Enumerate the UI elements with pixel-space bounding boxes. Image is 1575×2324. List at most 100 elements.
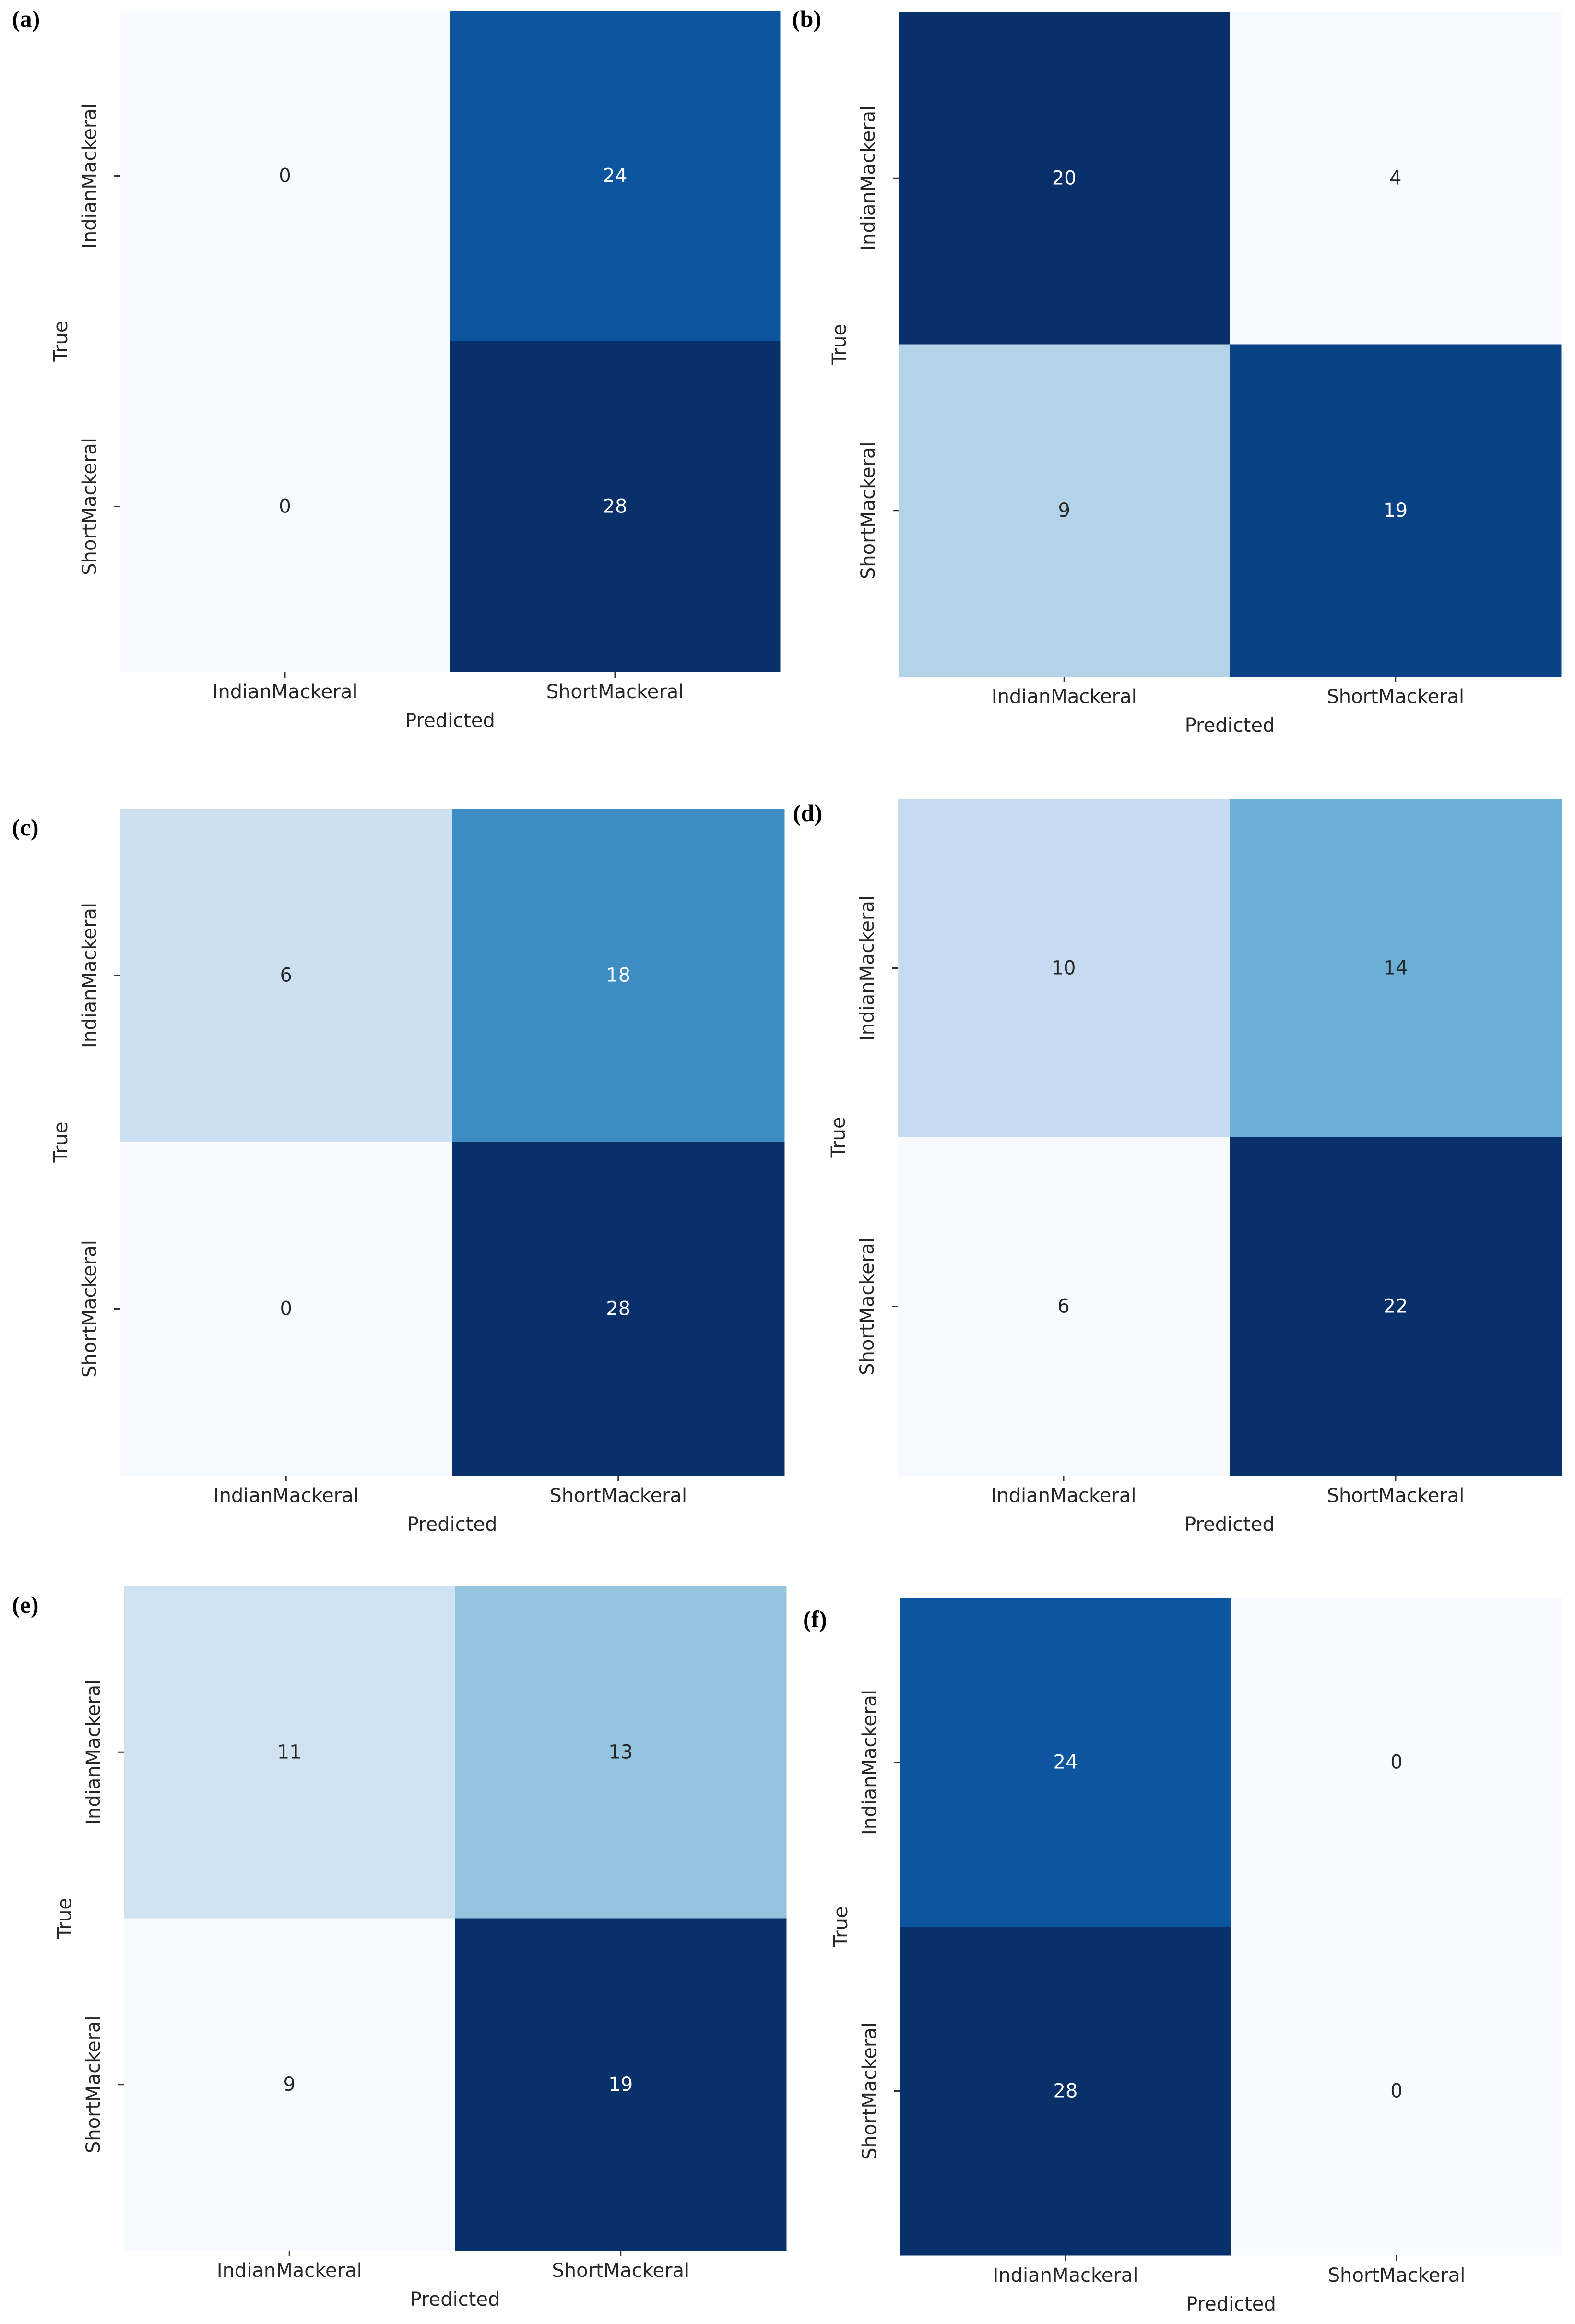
heatmap-cell-r1-c0 xyxy=(124,1918,455,2251)
heatmap-cell-r0-c1 xyxy=(450,11,781,342)
cell-value-r0-c0: 24 xyxy=(1054,1752,1078,1774)
panel-label: (e) xyxy=(12,1591,39,1618)
heatmap-cell-r1-c0 xyxy=(898,1137,1230,1476)
cell-value-r0-c1: 18 xyxy=(606,965,630,987)
y-tick-label: IndianMackeral xyxy=(859,1690,881,1835)
heatmap-cell-r0-c0 xyxy=(120,809,452,1143)
cell-value-r1-c0: 9 xyxy=(284,2074,296,2096)
cell-value-r1-c1: 19 xyxy=(1383,500,1408,522)
heatmap-cell-r1-c1 xyxy=(455,1918,787,2251)
cell-value-r1-c1: 19 xyxy=(608,2074,633,2096)
heatmap-cell-r0-c0 xyxy=(899,12,1230,345)
heatmap-svg: 24 0 28 0 IndianMackeral ShortMackeral Predict… xyxy=(830,1598,1563,2315)
y-tick-label: ShortMackeral xyxy=(859,2022,881,2160)
cell-value-r1-c0: 0 xyxy=(279,496,291,518)
y-tick-label: ShortMackeral xyxy=(857,441,879,579)
y-axis-label: True xyxy=(828,1117,850,1158)
panel-label: (d) xyxy=(793,799,823,826)
x-tick-label: ShortMackeral xyxy=(552,2260,689,2282)
heatmap-cell-r1-c1 xyxy=(452,1142,785,1476)
y-tick-label: ShortMackeral xyxy=(79,1240,101,1378)
cell-value-r1-c1: 28 xyxy=(606,1298,630,1320)
y-tick-label: ShortMackeral xyxy=(83,2015,105,2153)
y-axis-label: True xyxy=(830,1907,852,1948)
x-axis-label: Predicted xyxy=(1185,715,1275,737)
x-tick-label: ShortMackeral xyxy=(546,681,684,703)
heatmap-cell-r1-c0 xyxy=(120,341,450,672)
x-tick-label: IndianMackeral xyxy=(213,681,358,703)
cell-value-r0-c0: 10 xyxy=(1052,957,1076,979)
x-tick-label: ShortMackeral xyxy=(1327,1485,1465,1507)
y-tick-label: IndianMackeral xyxy=(857,106,879,251)
y-axis-label: True xyxy=(50,1122,72,1163)
y-tick-label: IndianMackeral xyxy=(856,895,878,1041)
cell-value-r0-c0: 0 xyxy=(279,165,291,187)
heatmap-svg: 10 14 6 22 IndianMackeral ShortMackeral Predic… xyxy=(828,799,1562,1536)
heatmap-cell-r1-c0 xyxy=(900,1927,1232,2256)
heatmap-cell-r0-c1 xyxy=(1230,12,1562,345)
heatmap-cell-r1-c0 xyxy=(899,344,1230,677)
heatmap-svg: 0 24 0 28 IndianMackeral ShortMackeral Predict… xyxy=(50,11,781,732)
cell-value-r1-c0: 9 xyxy=(1058,500,1070,522)
heatmap-cell-r0-c1 xyxy=(452,809,785,1143)
x-tick-label: IndianMackeral xyxy=(993,2264,1138,2287)
y-axis-label: True xyxy=(54,1898,76,1939)
panel-label: (f) xyxy=(803,1606,827,1633)
heatmap-cell-r0-c0 xyxy=(124,1586,455,1919)
cell-value-r0-c1: 14 xyxy=(1384,957,1408,979)
cell-value-r0-c0: 20 xyxy=(1052,167,1077,189)
cell-value-r0-c0: 6 xyxy=(280,965,292,987)
cell-value-r1-c0: 28 xyxy=(1054,2080,1078,2102)
cell-value-r1-c1: 28 xyxy=(603,496,628,518)
cell-value-r0-c1: 13 xyxy=(608,1741,633,1763)
y-tick-label: IndianMackeral xyxy=(83,1680,105,1825)
confusion-matrix-panel-f: (f) 24 0 28 0 IndianMackeral ShortMackeral Pre… xyxy=(787,1569,1575,2324)
y-tick-label: ShortMackeral xyxy=(79,438,101,575)
y-tick-label: IndianMackeral xyxy=(79,103,101,249)
heatmap-cell-r1-c1 xyxy=(1230,1137,1562,1476)
panel-label: (a) xyxy=(12,5,40,32)
y-axis-label: True xyxy=(50,321,72,362)
heatmap-cell-r1-c1 xyxy=(450,341,781,672)
x-axis-label: Predicted xyxy=(405,710,495,732)
confusion-matrix-panel-c: (c) 6 18 0 28 IndianMackeral ShortMackeral Pre… xyxy=(0,787,787,1550)
x-tick-label: IndianMackeral xyxy=(213,1485,359,1507)
x-tick-label: IndianMackeral xyxy=(991,1485,1137,1507)
y-axis-label: True xyxy=(829,324,851,365)
heatmap-svg: 11 13 9 19 IndianMackeral ShortMackeral Predic… xyxy=(54,1586,787,2311)
heatmap-cell-r0-c1 xyxy=(455,1586,787,1919)
x-tick-label: ShortMackeral xyxy=(1326,686,1464,708)
cell-value-r0-c0: 11 xyxy=(277,1741,302,1763)
y-tick-label: ShortMackeral xyxy=(856,1238,878,1375)
heatmap-svg: 6 18 0 28 IndianMackeral ShortMackeral Predict… xyxy=(50,809,785,1536)
confusion-matrix-panel-d: (d) 10 14 6 22 IndianMackeral ShortMackeral Pr… xyxy=(787,787,1575,1550)
panel-label: (c) xyxy=(12,814,39,841)
panel-label: (b) xyxy=(792,5,822,32)
x-axis-label: Predicted xyxy=(410,2288,500,2311)
heatmap-cell-r1-c1 xyxy=(1230,344,1562,677)
heatmap-cell-r0-c0 xyxy=(898,799,1230,1138)
heatmap-cell-r0-c0 xyxy=(900,1598,1232,1927)
heatmap-cell-r0-c1 xyxy=(1230,799,1562,1138)
y-tick-label: IndianMackeral xyxy=(79,903,101,1048)
cell-value-r0-c1: 0 xyxy=(1390,1752,1402,1774)
x-tick-label: IndianMackeral xyxy=(992,686,1137,708)
cell-value-r0-c1: 4 xyxy=(1389,167,1401,189)
heatmap-cell-r0-c1 xyxy=(1231,1598,1563,1927)
x-axis-label: Predicted xyxy=(407,1514,497,1536)
x-axis-label: Predicted xyxy=(1186,2293,1276,2315)
cell-value-r1-c1: 22 xyxy=(1384,1296,1408,1318)
confusion-matrix-panel-e: (e) 11 13 9 19 IndianMackeral ShortMackeral Pr… xyxy=(0,1569,787,2324)
x-tick-label: IndianMackeral xyxy=(217,2260,362,2282)
cell-value-r1-c0: 6 xyxy=(1057,1296,1069,1318)
cell-value-r1-c1: 0 xyxy=(1390,2080,1402,2102)
heatmap-cell-r0-c0 xyxy=(120,11,450,342)
x-tick-label: ShortMackeral xyxy=(1328,2264,1466,2287)
x-tick-label: ShortMackeral xyxy=(549,1485,687,1507)
heatmap-cell-r1-c1 xyxy=(1231,1927,1563,2256)
cell-value-r1-c0: 0 xyxy=(280,1298,292,1320)
cell-value-r0-c1: 24 xyxy=(603,165,628,187)
x-axis-label: Predicted xyxy=(1184,1514,1275,1536)
heatmap-svg: 20 4 9 19 IndianMackeral ShortMackeral Predict… xyxy=(829,12,1562,737)
confusion-matrix-panel-a: (a) 0 24 0 28 IndianMackeral ShortMackeral Pre… xyxy=(0,0,787,763)
